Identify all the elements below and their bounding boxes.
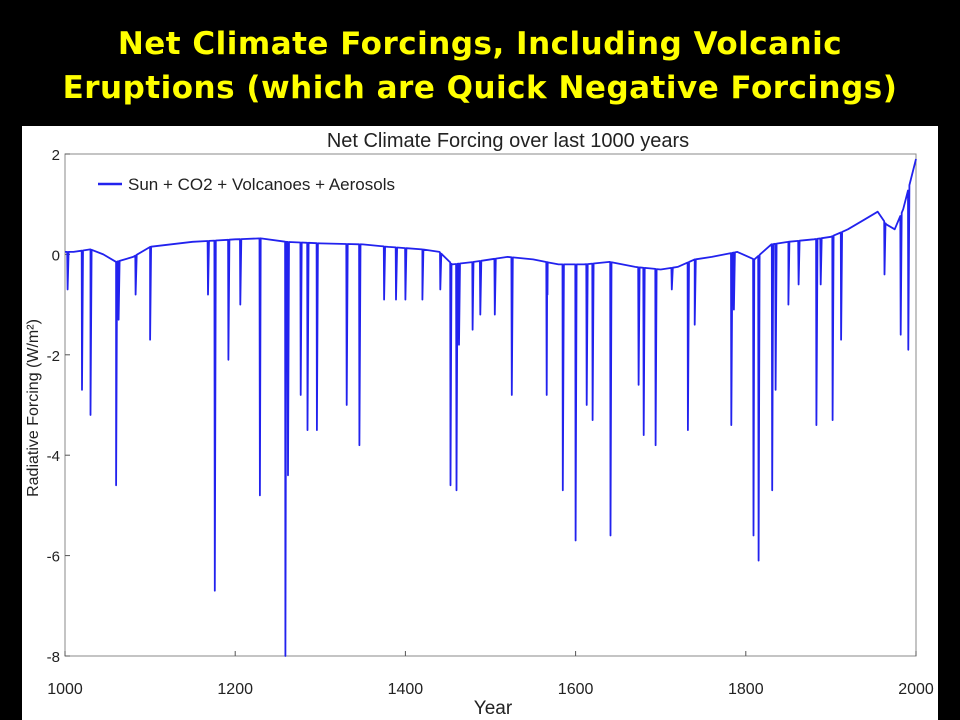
slide-title-line-2: Eruptions (which are Quick Negative Forc… [62, 70, 898, 106]
chart-panel: Net Climate Forcing over last 1000 years… [22, 126, 938, 720]
x-tick-label: 1800 [728, 681, 764, 698]
y-axis-label: Radiative Forcing (W/m²) [25, 319, 42, 497]
x-tick-label: 1600 [558, 681, 594, 698]
plot-area [64, 153, 917, 657]
x-tick-label: 1200 [217, 681, 253, 698]
x-axis-label: Year [474, 698, 513, 719]
chart-title: Net Climate Forcing over last 1000 years [327, 130, 689, 152]
y-tick-label: -6 [47, 549, 60, 566]
y-tick-label: 2 [52, 147, 60, 164]
series-group [65, 158, 917, 657]
slide-title-line-1: Net Climate Forcings, Including Volcanic [117, 26, 843, 62]
x-tick-label: 2000 [898, 681, 934, 698]
x-axis: 1000 1200 1400 1600 1800 2000 [47, 651, 934, 698]
y-axis: -8 -6 -4 -2 0 2 [47, 147, 70, 666]
y-tick-label: -4 [47, 448, 60, 465]
legend: Sun + CO2 + Volcanoes + Aerosols [98, 175, 395, 194]
series-line-sun-co2-volcanoes-aerosols [65, 158, 917, 657]
y-tick-label: -8 [47, 649, 60, 666]
x-tick-label: 1000 [47, 681, 83, 698]
legend-label-series-1: Sun + CO2 + Volcanoes + Aerosols [128, 175, 395, 194]
y-tick-label: -2 [47, 348, 60, 365]
x-tick-label: 1400 [388, 681, 424, 698]
y-tick-label: 0 [52, 247, 60, 264]
slide-title: Net Climate Forcings, Including Volcanic… [0, 22, 960, 110]
climate-forcing-chart: Net Climate Forcing over last 1000 years… [25, 130, 934, 719]
